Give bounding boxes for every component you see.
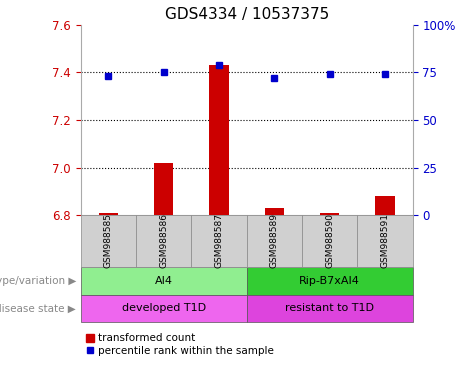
Bar: [320, 213, 339, 215]
Text: genotype/variation ▶: genotype/variation ▶: [0, 276, 76, 286]
Bar: [99, 213, 118, 215]
Text: GSM988590: GSM988590: [325, 214, 334, 268]
Text: developed T1D: developed T1D: [122, 303, 206, 313]
Bar: [265, 208, 284, 215]
Text: AI4: AI4: [154, 276, 173, 286]
Text: Rip-B7xAI4: Rip-B7xAI4: [299, 276, 360, 286]
Legend: transformed count, percentile rank within the sample: transformed count, percentile rank withi…: [86, 333, 274, 356]
Title: GDS4334 / 10537375: GDS4334 / 10537375: [165, 7, 329, 22]
Text: GSM988589: GSM988589: [270, 214, 279, 268]
Text: GSM988586: GSM988586: [159, 214, 168, 268]
Bar: [375, 196, 395, 215]
Text: GSM988585: GSM988585: [104, 214, 113, 268]
Text: resistant to T1D: resistant to T1D: [285, 303, 374, 313]
Text: disease state ▶: disease state ▶: [0, 303, 76, 313]
Bar: [154, 163, 173, 215]
Bar: [209, 65, 229, 215]
Text: GSM988587: GSM988587: [214, 214, 224, 268]
Text: GSM988591: GSM988591: [380, 214, 390, 268]
